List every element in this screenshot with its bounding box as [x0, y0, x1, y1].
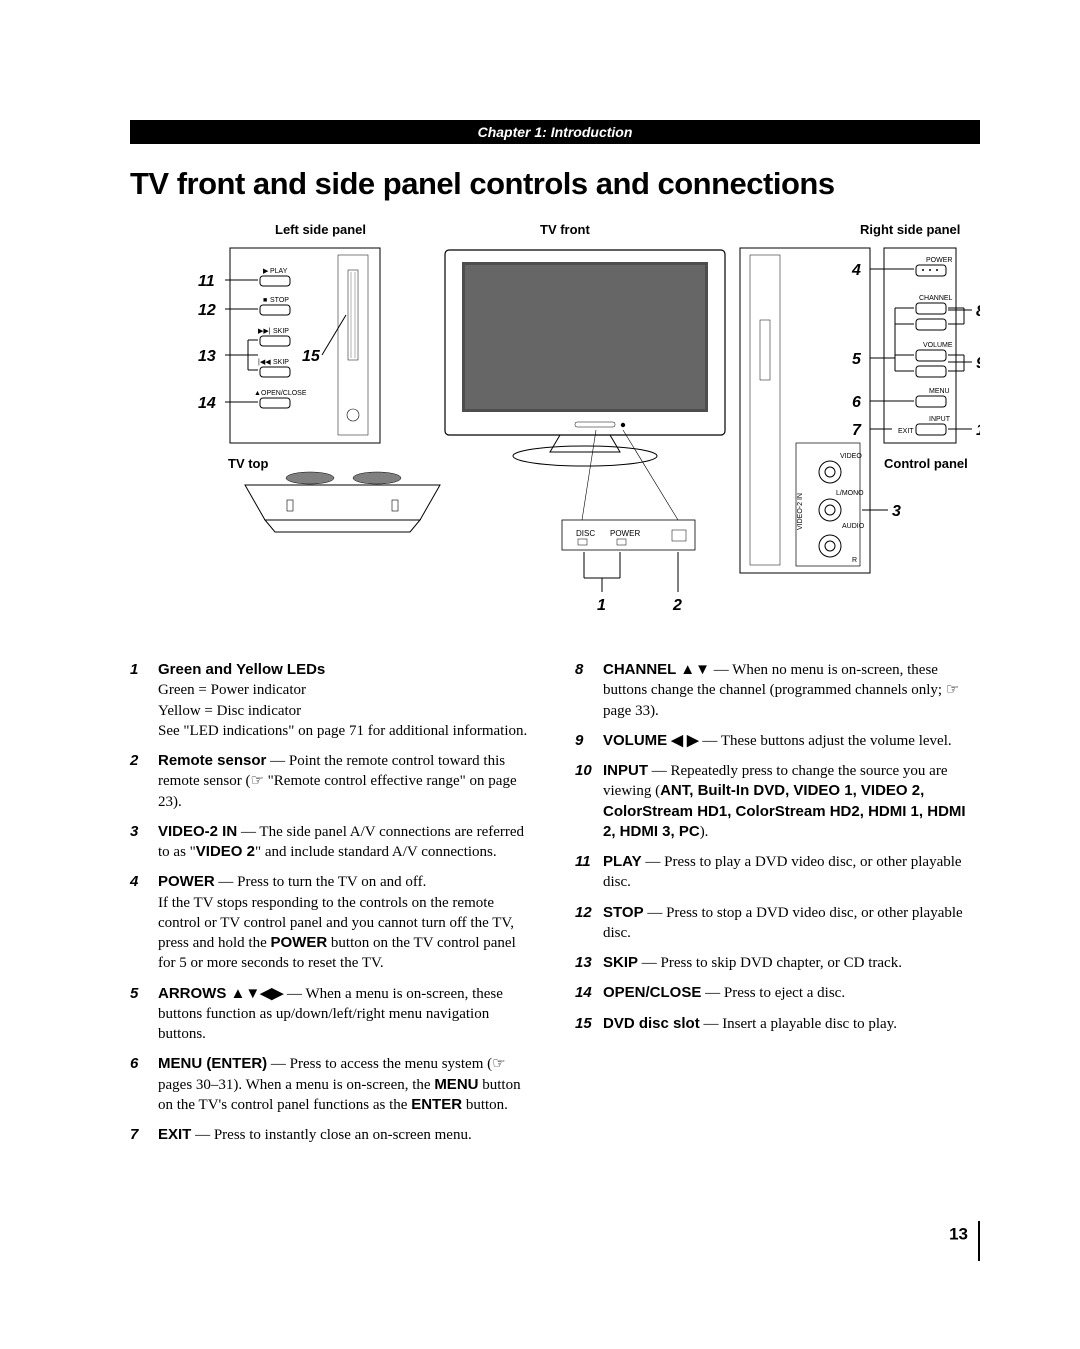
desc-item-3: 3VIDEO-2 IN — The side panel A/V connect… [130, 822, 535, 863]
desc-item-9: 9VOLUME ◀ ▶ — These buttons adjust the v… [575, 731, 980, 751]
page-number: 13 [130, 1215, 980, 1255]
svg-text:SKIP: SKIP [273, 328, 289, 335]
desc-item-6: 6MENU (ENTER) — Press to access the menu… [130, 1054, 535, 1115]
svg-text:3: 3 [892, 503, 901, 520]
desc-item-2: 2Remote sensor — Point the remote contro… [130, 751, 535, 812]
svg-text:VIDEO-2 IN: VIDEO-2 IN [797, 493, 804, 530]
svg-text:POWER: POWER [926, 257, 952, 264]
desc-item-13: 13SKIP — Press to skip DVD chapter, or C… [575, 953, 980, 973]
svg-text:CHANNEL: CHANNEL [919, 295, 953, 302]
svg-text:POWER: POWER [610, 529, 640, 538]
svg-text:8: 8 [976, 303, 980, 320]
svg-text:VOLUME: VOLUME [923, 342, 953, 349]
desc-item-8: 8CHANNEL ▲▼ — When no menu is on-screen,… [575, 660, 980, 721]
svg-text:Control panel: Control panel [884, 456, 968, 471]
svg-text:Right side panel: Right side panel [860, 222, 960, 237]
desc-item-4: 4POWER — Press to turn the TV on and off… [130, 872, 535, 973]
svg-text:PLAY: PLAY [270, 268, 288, 275]
svg-text:▶: ▶ [263, 268, 269, 275]
svg-text:TV top: TV top [228, 456, 268, 471]
svg-text:AUDIO: AUDIO [842, 523, 865, 530]
desc-item-15: 15DVD disc slot — Insert a playable disc… [575, 1014, 980, 1034]
desc-item-10: 10INPUT — Repeatedly press to change the… [575, 761, 980, 842]
svg-text:2: 2 [672, 597, 682, 614]
svg-text:9: 9 [976, 355, 980, 372]
svg-text:Left side panel: Left side panel [275, 222, 366, 237]
tv-top: TV top [228, 456, 440, 532]
desc-item-12: 12STOP — Press to stop a DVD video disc,… [575, 903, 980, 944]
left-side-panel: ▶PLAY ■STOP ▶▶|SKIP |◀◀SKIP ▲OPEN/CLOSE … [198, 248, 380, 443]
svg-text:R: R [852, 557, 857, 564]
svg-text:13: 13 [198, 348, 216, 365]
desc-item-5: 5ARROWS ▲▼◀▶ — When a menu is on-screen,… [130, 984, 535, 1045]
tv-diagram: Left side panel TV front Right side pane… [130, 220, 980, 620]
svg-text:6: 6 [852, 394, 861, 411]
svg-text:TV front: TV front [540, 222, 590, 237]
chapter-heading: Chapter 1: Introduction [130, 120, 980, 144]
desc-item-11: 11PLAY — Press to play a DVD video disc,… [575, 852, 980, 893]
svg-text:1: 1 [597, 597, 606, 614]
desc-item-7: 7EXIT — Press to instantly close an on-s… [130, 1125, 535, 1145]
svg-text:▲: ▲ [254, 390, 261, 397]
svg-text:EXIT: EXIT [898, 428, 914, 435]
page-title: TV front and side panel controls and con… [130, 166, 980, 202]
svg-text:12: 12 [198, 302, 216, 319]
svg-text:15: 15 [302, 348, 321, 365]
svg-text:DISC: DISC [576, 529, 595, 538]
svg-text:11: 11 [198, 273, 215, 290]
right-side-panel: VIDEO L/MONO AUDIO R VIDEO-2 IN 3 [740, 248, 901, 573]
svg-text:4: 4 [851, 262, 861, 279]
svg-text:SKIP: SKIP [273, 359, 289, 366]
svg-text:5: 5 [852, 351, 862, 368]
svg-text:OPEN/CLOSE: OPEN/CLOSE [261, 390, 307, 397]
svg-text:|◀◀: |◀◀ [258, 359, 271, 366]
desc-item-14: 14OPEN/CLOSE — Press to eject a disc. [575, 983, 980, 1003]
svg-text:STOP: STOP [270, 297, 289, 304]
svg-text:VIDEO: VIDEO [840, 453, 862, 460]
tv-front: DISC POWER 1 2 [445, 250, 725, 614]
svg-text:INPUT: INPUT [929, 416, 951, 423]
svg-text:7: 7 [852, 422, 862, 439]
svg-text:14: 14 [198, 395, 216, 412]
desc-item-1: 1Green and Yellow LEDsGreen = Power indi… [130, 660, 535, 741]
svg-text:L/MONO: L/MONO [836, 490, 864, 497]
description-columns: 1Green and Yellow LEDsGreen = Power indi… [130, 660, 980, 1155]
svg-text:10: 10 [976, 422, 980, 439]
svg-text:■: ■ [263, 297, 267, 304]
svg-text:MENU: MENU [929, 388, 950, 395]
svg-text:▶▶|: ▶▶| [258, 328, 271, 335]
